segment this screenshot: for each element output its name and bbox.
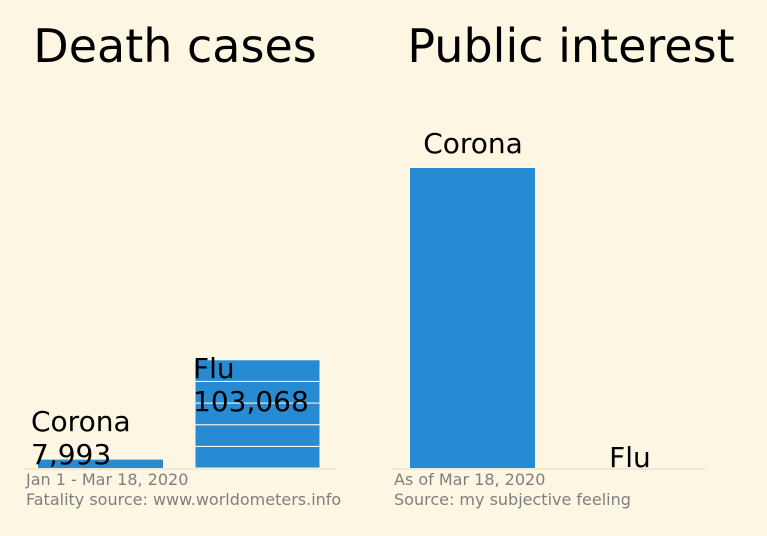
public-interest-footnote-source: Source: my subjective feeling (394, 490, 631, 509)
public-interest-flu-category: Flu (609, 441, 651, 474)
death-cases-bar-corona (38, 459, 163, 468)
death-cases-bar-flu-segment-5 (194, 359, 321, 382)
public-interest-panel: Public interest Corona Flu As of Mar 18,… (392, 19, 735, 509)
death-cases-title: Death cases (33, 19, 316, 73)
death-cases-footnote-source: Fatality source: www.worldometers.info (26, 490, 341, 509)
death-cases-corona-category: Corona (31, 405, 131, 438)
public-interest-bars (410, 168, 535, 468)
death-cases-corona-value: 7,993 (31, 438, 111, 471)
death-cases-flu-category: Flu (193, 352, 235, 385)
public-interest-bar-corona (410, 168, 535, 468)
death-cases-bar-flu-segment-2 (194, 424, 321, 447)
public-interest-footnote-date: As of Mar 18, 2020 (394, 470, 545, 489)
public-interest-corona-category: Corona (423, 127, 523, 160)
death-cases-panel: Death cases Corona 7,993 Flu 103,068 Jan… (24, 19, 341, 509)
death-cases-bar-flu-segment-1 (194, 445, 321, 469)
death-cases-flu-value: 103,068 (193, 385, 309, 418)
death-cases-bars (38, 359, 321, 469)
public-interest-title: Public interest (407, 19, 734, 73)
death-cases-footnote-date: Jan 1 - Mar 18, 2020 (25, 470, 188, 489)
